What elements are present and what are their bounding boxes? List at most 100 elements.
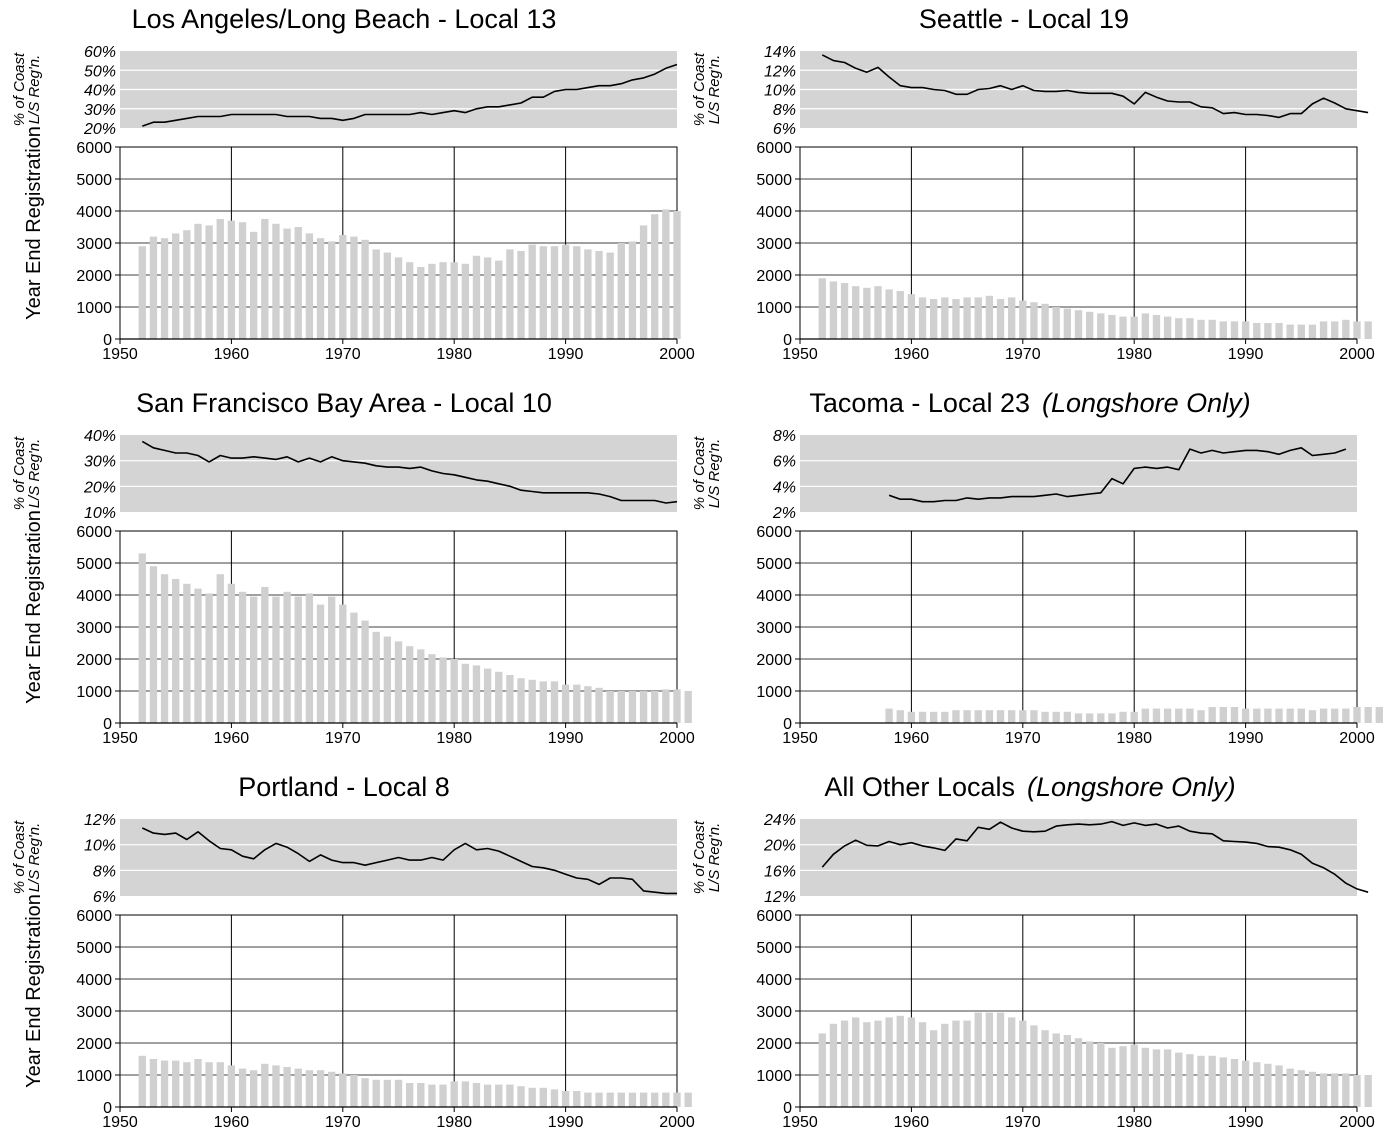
share-axis-label: % of CoastL/S Reg'n.	[11, 436, 43, 510]
share-background	[800, 819, 1357, 896]
x-tick-label: 2000	[659, 730, 695, 747]
registration-bar	[1074, 1038, 1083, 1107]
y-tick-label: 0	[103, 1100, 112, 1117]
registration-bar	[1097, 313, 1105, 339]
y-tick-label: 4000	[756, 972, 792, 989]
registration-bar	[417, 267, 425, 339]
y-tick-label: 5000	[76, 940, 112, 957]
registration-bar	[1219, 321, 1227, 339]
chart-svg: 6% 8% 10% 12% % of CoastL/S Reg'n. 0 1000 2000 3…	[11, 812, 695, 1131]
registration-bar	[974, 297, 982, 339]
registration-bar	[1308, 1071, 1317, 1107]
registration-bar	[573, 246, 581, 339]
x-tick-label: 1980	[436, 730, 472, 747]
registration-bar	[1130, 1044, 1138, 1107]
registration-bar	[963, 297, 971, 339]
registration-bar	[907, 711, 916, 723]
share-axis-label-line: L/S Reg'n.	[706, 55, 723, 125]
registration-bar	[1030, 710, 1038, 723]
registration-bar	[194, 223, 202, 339]
registration-bar	[1141, 1047, 1150, 1107]
share-axis-label-line: L/S Reg'n.	[26, 439, 43, 509]
registration-bar	[216, 574, 224, 723]
share-tick-label: 24%	[763, 812, 796, 829]
share-axis-label-line: % of Coast	[11, 52, 28, 126]
registration-bar	[227, 220, 236, 339]
registration-bar	[985, 1012, 994, 1107]
registration-bar	[1331, 708, 1339, 723]
registration-bar	[561, 244, 570, 339]
registration-bar	[1275, 708, 1283, 723]
share-axis-label-line: % of Coast	[691, 52, 708, 126]
registration-bar	[651, 1092, 659, 1107]
registration-bar	[1186, 1054, 1194, 1107]
registration-bar	[1052, 1033, 1060, 1107]
registration-bar	[1364, 1075, 1372, 1107]
registration-bar	[1253, 1062, 1261, 1107]
registration-bar	[1130, 316, 1138, 339]
registration-bar	[1197, 1055, 1205, 1107]
x-tick-label: 1950	[102, 730, 138, 747]
share-tick-label: 12%	[764, 889, 796, 906]
registration-bar	[261, 219, 269, 339]
registration-bar	[539, 681, 547, 723]
registration-bar	[1286, 324, 1294, 339]
registration-bar	[628, 691, 637, 723]
registration-bar	[1286, 1068, 1294, 1107]
registration-bar	[1175, 318, 1183, 339]
registration-bar	[896, 291, 904, 339]
x-tick-label: 1980	[1116, 1114, 1152, 1131]
y-tick-label: 5000	[756, 172, 792, 189]
x-tick-label: 2000	[1339, 730, 1375, 747]
registration-bar	[205, 225, 213, 339]
share-tick-label: 50%	[84, 63, 116, 80]
registration-bar	[1230, 1059, 1239, 1107]
share-tick-label: 10%	[84, 838, 116, 855]
registration-bar	[417, 649, 425, 723]
registration-bar	[149, 1059, 158, 1107]
registration-bar	[283, 1067, 291, 1107]
y-tick-label: 1000	[756, 684, 792, 701]
registration-bar	[327, 596, 336, 723]
registration-bar	[952, 710, 960, 723]
x-tick-label: 1980	[436, 1114, 472, 1131]
registration-bar	[149, 566, 158, 723]
share-axis-label: % of CoastL/S Reg'n.	[11, 820, 43, 894]
registration-bar	[261, 1063, 269, 1107]
registration-bar	[539, 1087, 547, 1107]
registration-bar	[483, 668, 492, 723]
y-tick-label: 6000	[756, 524, 792, 541]
share-tick-label: 8%	[773, 428, 796, 445]
share-axis-label-line: L/S Reg'n.	[26, 55, 43, 125]
registration-bar	[517, 1086, 525, 1107]
registration-bar	[1019, 1020, 1027, 1107]
x-tick-label: 1960	[214, 1114, 250, 1131]
y-tick-label: 5000	[756, 940, 792, 957]
registration-bar	[885, 708, 893, 723]
registration-bar	[1264, 708, 1272, 723]
share-axis-label-line: % of Coast	[11, 436, 28, 510]
share-tick-label: 6%	[773, 454, 796, 471]
registration-bar	[573, 684, 581, 723]
share-axis-label: % of CoastL/S Reg'n.	[11, 52, 43, 126]
registration-bar	[941, 1023, 949, 1107]
registration-bar	[372, 249, 380, 339]
registration-bar	[1353, 707, 1361, 723]
y-tick-label: 6000	[756, 140, 792, 157]
registration-bar	[1119, 711, 1127, 723]
registration-bar	[149, 236, 158, 339]
share-axis-label-line: L/S Reg'n.	[26, 823, 43, 893]
registration-bar	[941, 297, 949, 339]
x-tick-label: 1950	[782, 346, 818, 363]
registration-bar	[1241, 321, 1250, 339]
registration-bar	[394, 257, 403, 339]
registration-bar	[194, 588, 202, 723]
registration-bar	[1085, 713, 1094, 723]
y-tick-label: 1000	[756, 300, 792, 317]
registration-bar	[930, 299, 938, 339]
registration-bar	[1319, 1073, 1328, 1107]
registration-bar	[673, 211, 681, 339]
registration-bar	[829, 281, 838, 339]
chart-panel-seattle: Seattle - Local 19 6% 8% 10% 12% 14% % of Coa…	[690, 0, 1375, 378]
registration-bar	[539, 246, 547, 339]
